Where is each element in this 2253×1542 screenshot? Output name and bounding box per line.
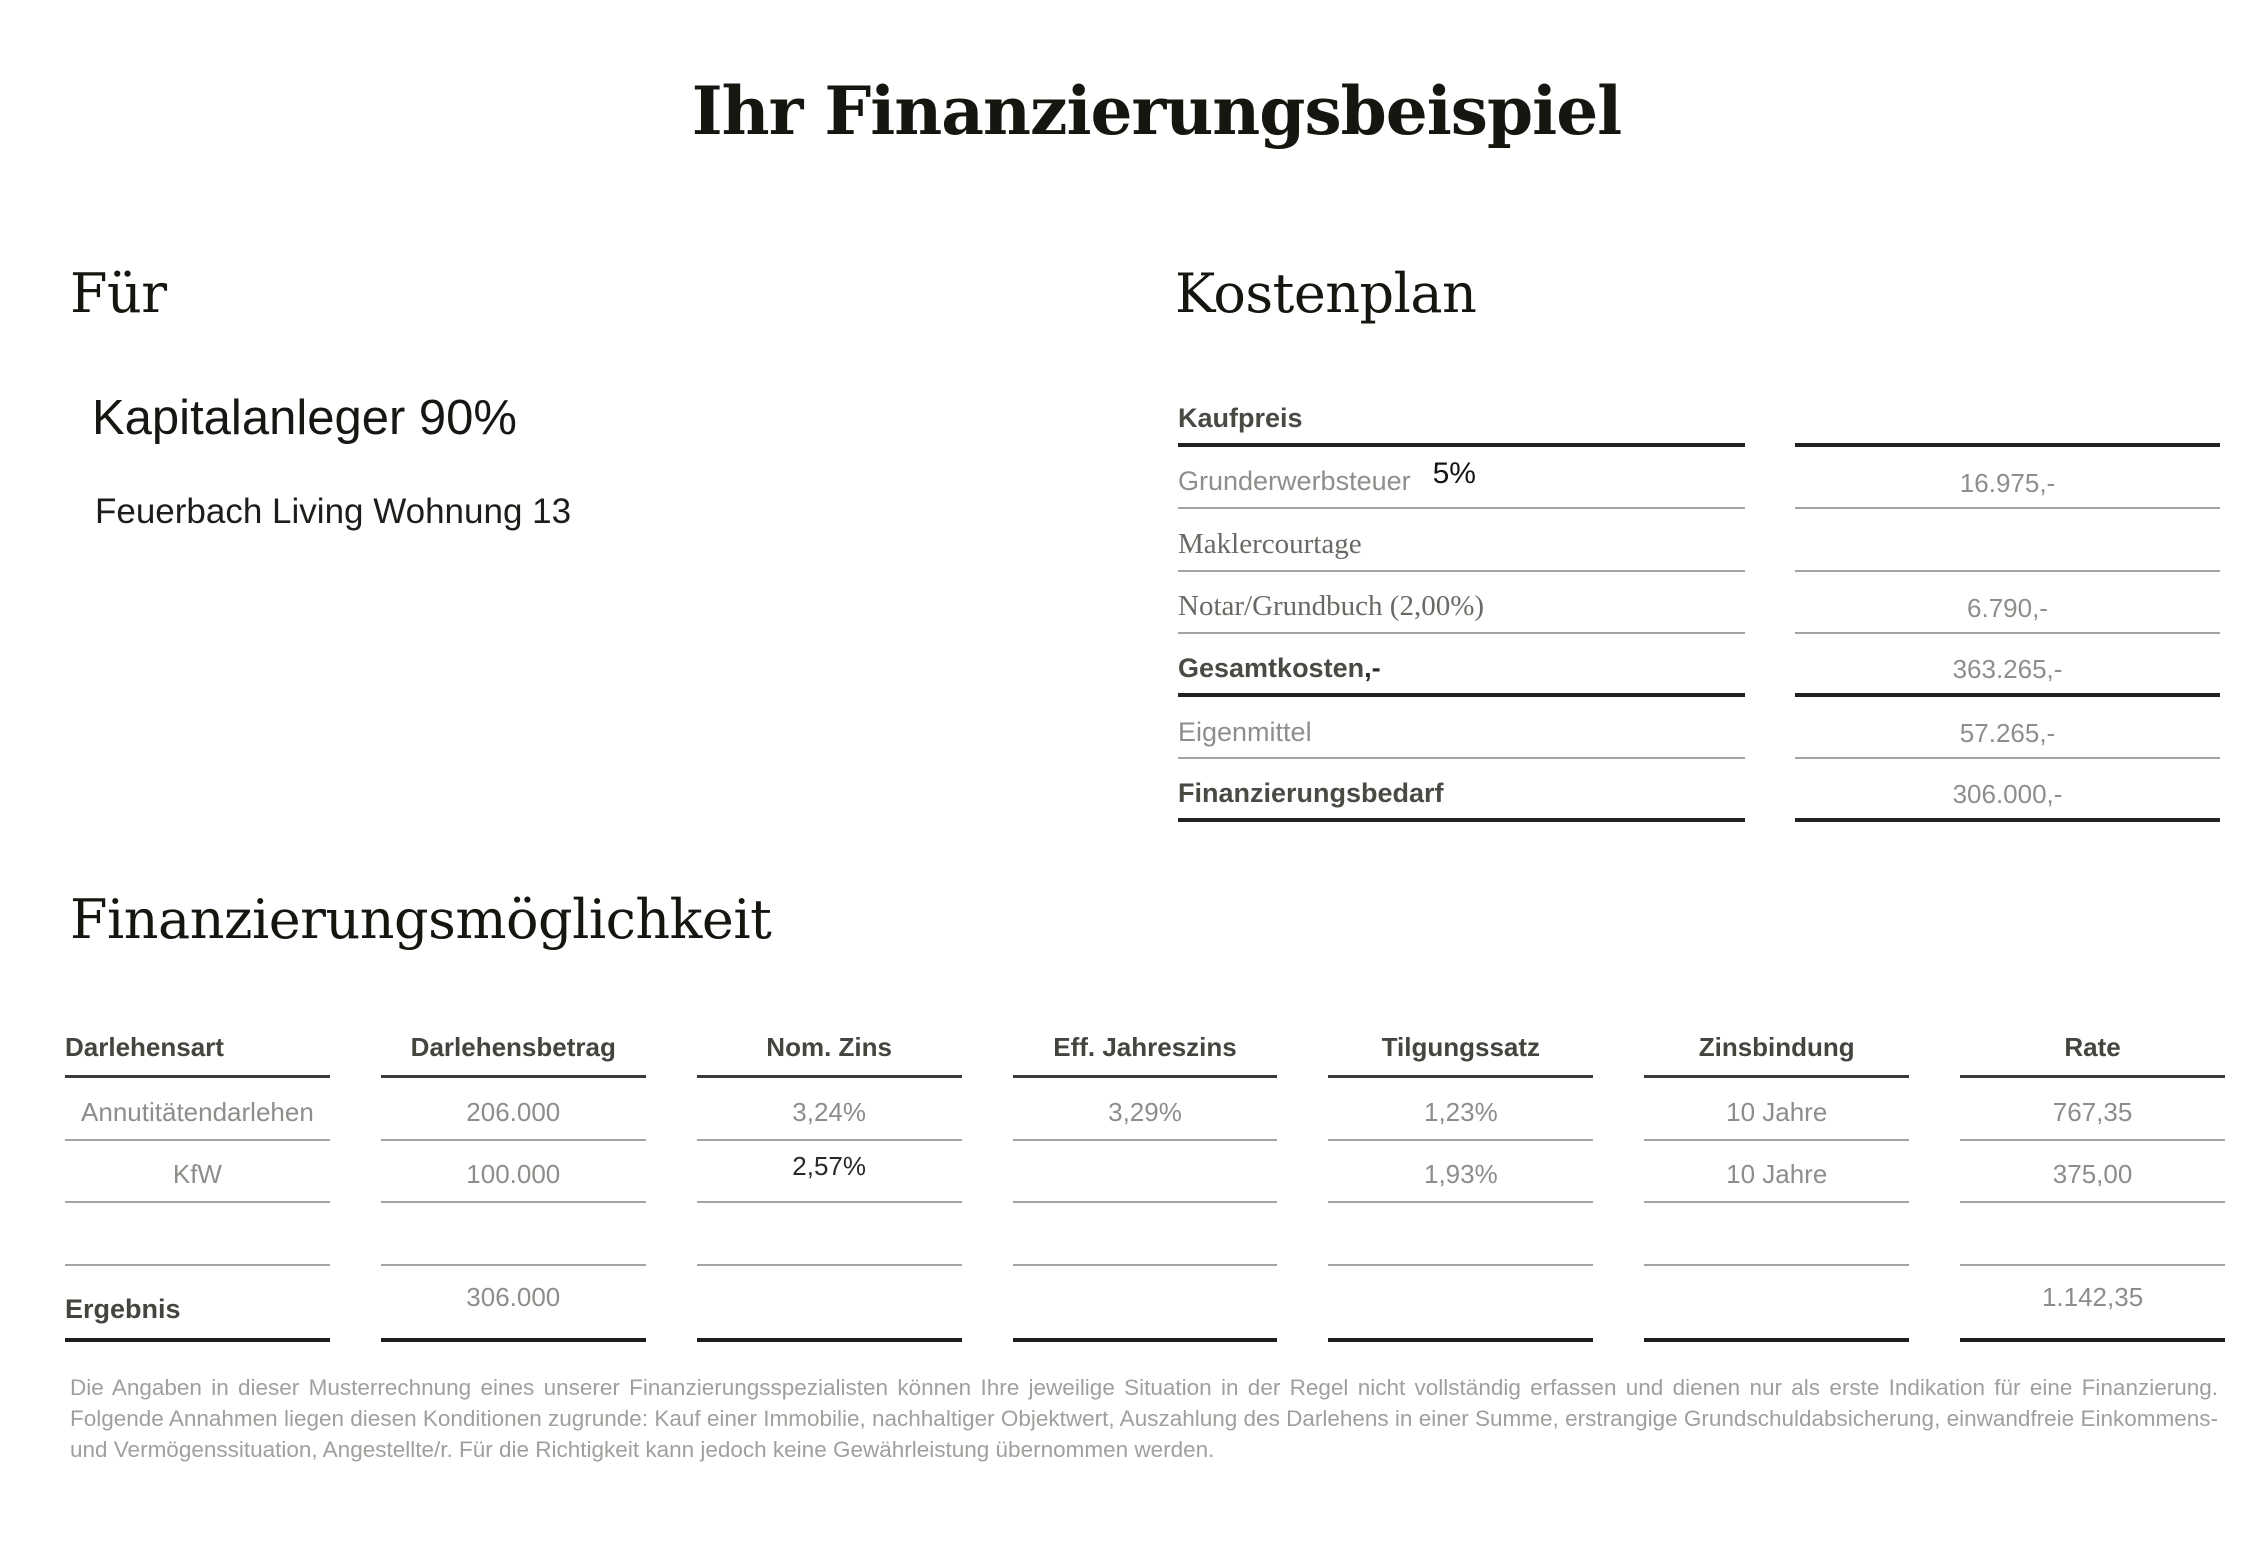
table-cell — [696, 1266, 962, 1342]
table-cell — [1328, 1203, 1594, 1266]
table-cell — [1960, 1203, 2225, 1266]
table-cell: 306.000 — [380, 1266, 646, 1342]
row-value — [1795, 435, 2220, 447]
label-text: Notar/Grundbuch (2,00%) — [1178, 590, 1485, 622]
table-cell: 1,23% — [1328, 1078, 1594, 1141]
result-total: 306.000 — [466, 1281, 561, 1312]
label-text: Grunderwerbsteuer — [1178, 466, 1411, 496]
row-label: Grunderwerbsteuer 5% — [1178, 457, 1745, 509]
row-value: 6.790,- — [1795, 593, 2220, 634]
column-header-rate: Rate — [1960, 1028, 2225, 1078]
finanzierung-heading: Finanzierungsmöglichkeit — [70, 888, 772, 951]
table-cell: 3,24% — [696, 1078, 962, 1141]
table-cell: Annutitätendarlehen — [65, 1078, 330, 1141]
overlay-value: 2,57% — [792, 1151, 866, 1181]
kostenplan-row-finanzierungsbedarf: Finanzierungsbedarf 306.000,- — [1178, 759, 2220, 822]
table-cell — [1644, 1203, 1910, 1266]
table-cell: 10 Jahre — [1644, 1141, 1910, 1203]
table-cell: KfW — [65, 1141, 330, 1203]
kostenplan-row-grunderwerbsteuer: Grunderwerbsteuer 5% 16.975,- — [1178, 447, 2220, 509]
table-cell: 767,35 — [1960, 1078, 2225, 1141]
for-heading: Für — [70, 262, 167, 325]
kostenplan-row-kaufpreis: Kaufpreis — [1178, 384, 2220, 447]
property-name: Feuerbach Living Wohnung 13 — [95, 492, 572, 531]
table-cell: 3,29% — [1012, 1078, 1278, 1141]
tax-rate-annotation: 5% — [1432, 457, 1476, 490]
label-text: Gesamtkosten — [1178, 652, 1365, 683]
disclaimer-text: Die Angaben in dieser Musterrechnung ein… — [70, 1375, 2218, 1462]
kostenplan-row-gesamtkosten: Gesamtkosten,- 363.265,- — [1178, 634, 2220, 697]
table-row-ergebnis: Ergebnis 306.000 1.142,35 — [65, 1266, 2225, 1342]
table-cell: 100.000 — [380, 1141, 646, 1203]
row-label: Gesamtkosten,- — [1178, 653, 1745, 697]
label-text: Eigenmittel — [1178, 717, 1312, 747]
table-cell — [1012, 1141, 1278, 1203]
table-cell — [1644, 1266, 1910, 1342]
table-cell: 10 Jahre — [1644, 1078, 1910, 1141]
table-cell — [1328, 1266, 1594, 1342]
label-text: Finanzierungsbedarf — [1178, 777, 1444, 808]
kostenplan-table: Kaufpreis Grunderwerbsteuer 5% 16.975,- M… — [1178, 384, 2220, 822]
column-header-darlehensart: Darlehensart — [65, 1028, 330, 1078]
column-header-zinsbindung: Zinsbindung — [1644, 1028, 1910, 1078]
row-label: Kaufpreis — [1178, 403, 1745, 447]
table-cell: 1,93% — [1328, 1141, 1594, 1203]
result-rate: 1.142,35 — [2041, 1281, 2144, 1312]
row-value: 363.265,- — [1795, 654, 2220, 697]
column-header-tilgungssatz: Tilgungssatz — [1328, 1028, 1594, 1078]
result-label: Ergebnis — [65, 1266, 330, 1342]
row-label: Maklercourtage — [1178, 528, 1745, 572]
table-row-empty — [65, 1203, 2225, 1266]
column-header-nom-zins: Nom. Zins — [696, 1028, 962, 1078]
table-cell — [696, 1203, 962, 1266]
finanzierung-table: Darlehensart Darlehensbetrag Nom. Zins E… — [65, 1028, 2225, 1342]
label-text: Kaufpreis — [1178, 402, 1303, 433]
row-value: 16.975,- — [1795, 468, 2220, 509]
table-header-row: Darlehensart Darlehensbetrag Nom. Zins E… — [65, 1028, 2225, 1078]
table-cell: 2,57% — [696, 1141, 962, 1203]
row-label: Finanzierungsbedarf — [1178, 778, 1745, 822]
row-value: 57.265,- — [1795, 718, 2220, 759]
column-header-eff-jahreszins: Eff. Jahreszins — [1012, 1028, 1278, 1078]
table-cell: 206.000 — [380, 1078, 646, 1141]
row-label: Eigenmittel — [1178, 717, 1745, 759]
table-cell: 375,00 — [1960, 1141, 2225, 1203]
table-cell: 1.142,35 — [1960, 1266, 2225, 1342]
table-cell — [65, 1203, 330, 1266]
kostenplan-row-maklercourtage: Maklercourtage — [1178, 509, 2220, 572]
table-row-annuitaetendarlehen: Annutitätendarlehen 206.000 3,24% 3,29% … — [65, 1078, 2225, 1141]
kostenplan-heading: Kostenplan — [1175, 262, 1477, 325]
document-title: Ihr Finanzierungsbeispiel — [691, 72, 1623, 150]
table-cell — [380, 1203, 646, 1266]
client-name: Kapitalanleger 90% — [92, 391, 517, 445]
row-value: 306.000,- — [1795, 779, 2220, 822]
kostenplan-row-eigenmittel: Eigenmittel 57.265,- — [1178, 697, 2220, 759]
label-suffix: ,- — [1364, 652, 1381, 683]
table-cell — [1012, 1266, 1278, 1342]
kostenplan-row-notar-grundbuch: Notar/Grundbuch (2,00%) 6.790,- — [1178, 572, 2220, 634]
row-label: Notar/Grundbuch (2,00%) — [1178, 590, 1745, 634]
label-text: Maklercourtage — [1178, 527, 1362, 560]
column-header-darlehensbetrag: Darlehensbetrag — [380, 1028, 646, 1078]
table-cell — [1012, 1203, 1278, 1266]
table-row-kfw: KfW 100.000 2,57% 1,93% 10 Jahre 375,00 — [65, 1141, 2225, 1203]
row-value — [1795, 562, 2220, 572]
